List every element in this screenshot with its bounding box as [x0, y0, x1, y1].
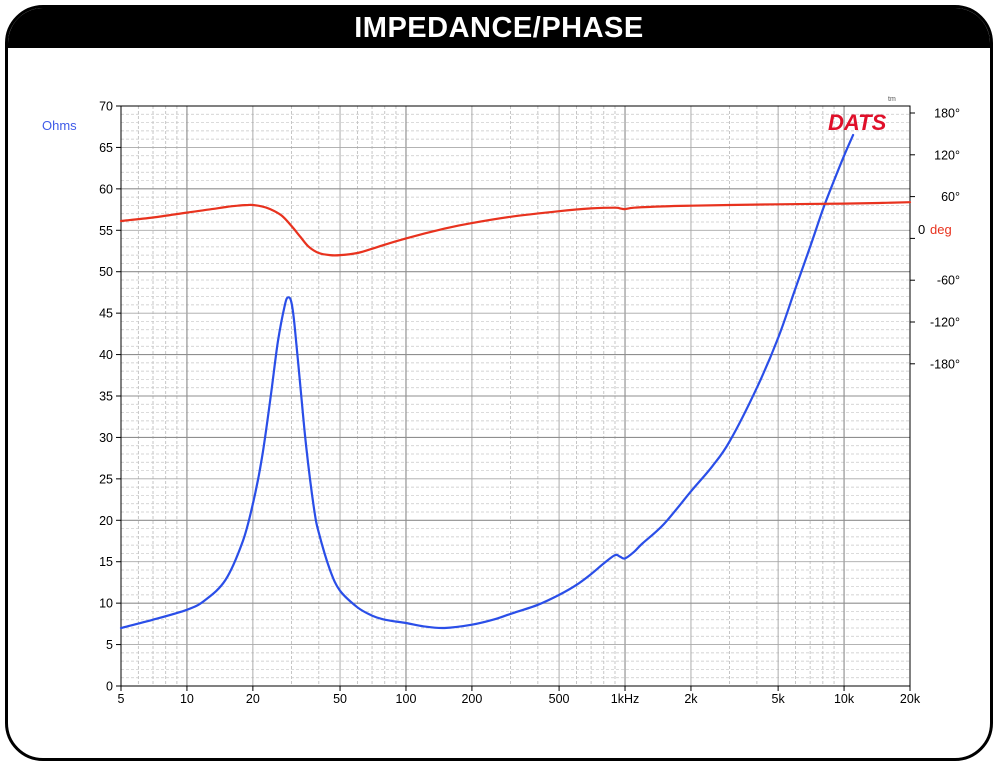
dats-logo-trademark: tm — [888, 96, 896, 103]
left-tick-label: 35 — [99, 390, 113, 404]
bottom-tick-label: 2k — [684, 692, 698, 706]
bottom-axis-ticks: 5 10 20 50 100 200 500 1kHz 2k 5k 10k 20k — [118, 686, 921, 706]
bottom-tick-label: 20k — [900, 692, 921, 706]
left-tick-label: 15 — [99, 555, 113, 569]
dats-logo: DATS — [828, 110, 887, 135]
left-tick-label: 40 — [99, 348, 113, 362]
right-tick-label: 180° — [934, 107, 960, 121]
bottom-tick-label: 10k — [834, 692, 855, 706]
right-tick-label: -120° — [930, 316, 960, 330]
bottom-tick-label: 50 — [333, 692, 347, 706]
ohms-axis-label: Ohms — [42, 118, 77, 133]
left-tick-label: 20 — [99, 514, 113, 528]
bottom-tick-label: 1kHz — [611, 692, 639, 706]
left-tick-label: 55 — [99, 224, 113, 238]
right-axis-ticks: 180° 120° 60° -60° -120° -180° — [910, 107, 960, 371]
phase-curve — [119, 201, 912, 257]
bottom-tick-label: 20 — [246, 692, 260, 706]
left-tick-label: 60 — [99, 182, 113, 196]
impedance-curve — [119, 133, 855, 630]
right-tick-label: -180° — [930, 357, 960, 371]
right-tick-label: -60° — [937, 274, 960, 288]
left-tick-label: 5 — [106, 638, 113, 652]
series-lines — [119, 133, 912, 630]
bottom-tick-label: 500 — [549, 692, 570, 706]
left-tick-label: 25 — [99, 472, 113, 486]
deg-axis-label: deg — [930, 222, 952, 237]
bottom-tick-label: 5 — [118, 692, 125, 706]
left-tick-label: 0 — [106, 680, 113, 694]
left-tick-label: 45 — [99, 307, 113, 321]
deg-axis-zero-label: 0 — [918, 222, 925, 237]
left-tick-label: 65 — [99, 141, 113, 155]
right-tick-label: 60° — [941, 190, 960, 204]
chart-title: IMPEDANCE/PHASE — [8, 8, 990, 48]
left-tick-label: 30 — [99, 431, 113, 445]
bottom-tick-label: 100 — [396, 692, 417, 706]
left-axis-ticks: 0 5 10 15 20 25 30 35 40 45 50 55 60 65 70 — [99, 100, 121, 694]
major-grid — [120, 105, 911, 687]
bottom-tick-label: 5k — [772, 692, 786, 706]
left-tick-label: 50 — [99, 265, 113, 279]
left-tick-label: 70 — [99, 100, 113, 114]
right-tick-label: 120° — [934, 148, 960, 162]
bottom-tick-label: 10 — [180, 692, 194, 706]
bottom-tick-label: 200 — [461, 692, 482, 706]
left-tick-label: 10 — [99, 597, 113, 611]
